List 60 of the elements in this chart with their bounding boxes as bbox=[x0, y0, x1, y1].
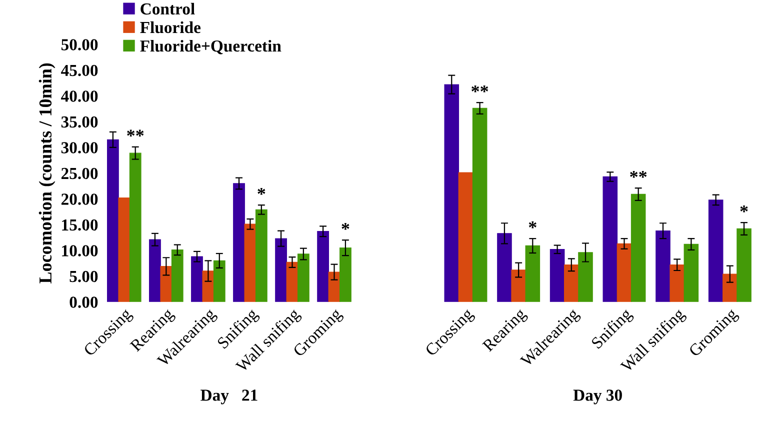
y-tick-label: 0.00 bbox=[70, 296, 98, 308]
bar bbox=[630, 194, 646, 302]
annotation: ** bbox=[472, 85, 488, 92]
bar bbox=[578, 252, 593, 302]
bar bbox=[149, 239, 161, 302]
bar bbox=[191, 256, 203, 302]
annotation: * bbox=[258, 188, 266, 195]
bar bbox=[550, 249, 565, 302]
bar bbox=[656, 230, 670, 302]
y-tick-label: 30.00 bbox=[61, 142, 98, 154]
bar bbox=[602, 176, 618, 302]
y-tick-label: 10.00 bbox=[62, 245, 98, 256]
y-tick-label: 50.00 bbox=[61, 39, 98, 50]
annotation: ** bbox=[630, 170, 647, 178]
annotation: ** bbox=[127, 130, 144, 137]
bar bbox=[444, 84, 460, 302]
bar bbox=[297, 254, 310, 302]
annotation: * bbox=[528, 221, 536, 228]
bar bbox=[708, 200, 724, 302]
bar bbox=[736, 228, 752, 302]
x-axis-title: Day 21 bbox=[200, 390, 258, 404]
bar bbox=[202, 270, 214, 302]
bar bbox=[160, 266, 172, 302]
y-tick-label: 25.00 bbox=[61, 168, 98, 180]
bar bbox=[275, 238, 287, 302]
y-tick-label: 35.00 bbox=[61, 116, 98, 128]
x-axis-title: Day 30 bbox=[573, 390, 622, 404]
bar bbox=[213, 260, 226, 302]
legend-label: Control bbox=[140, 2, 195, 15]
bar bbox=[722, 274, 738, 302]
bar bbox=[129, 152, 142, 302]
y-tick-label: 5.00 bbox=[70, 270, 98, 282]
legend-label: Fluoride bbox=[140, 21, 201, 34]
bar bbox=[497, 233, 512, 302]
y-tick-label: 40.00 bbox=[61, 90, 98, 102]
y-axis-title: Locomotion (counts / 10min) bbox=[38, 63, 56, 284]
bar bbox=[340, 247, 352, 302]
bar bbox=[670, 264, 684, 302]
bar bbox=[511, 270, 526, 302]
bar bbox=[286, 262, 298, 302]
bar bbox=[171, 250, 184, 302]
bar bbox=[233, 183, 245, 302]
bar bbox=[118, 198, 130, 302]
bar bbox=[616, 243, 632, 302]
bar bbox=[255, 209, 268, 302]
bar bbox=[458, 172, 474, 302]
y-tick-label: 20.00 bbox=[61, 194, 98, 205]
annotation: * bbox=[740, 205, 748, 212]
bar bbox=[328, 272, 340, 302]
annotation: * bbox=[342, 222, 350, 230]
y-tick-label: 45.00 bbox=[61, 64, 98, 76]
bar bbox=[106, 139, 119, 302]
bar bbox=[244, 224, 256, 302]
legend-label: Fluoride+Quercetin bbox=[140, 40, 282, 54]
bar bbox=[525, 245, 540, 302]
bar bbox=[472, 108, 488, 302]
bar bbox=[564, 264, 579, 302]
y-tick-label: 15.00 bbox=[62, 219, 98, 231]
bar bbox=[684, 244, 699, 302]
bar bbox=[317, 231, 329, 302]
